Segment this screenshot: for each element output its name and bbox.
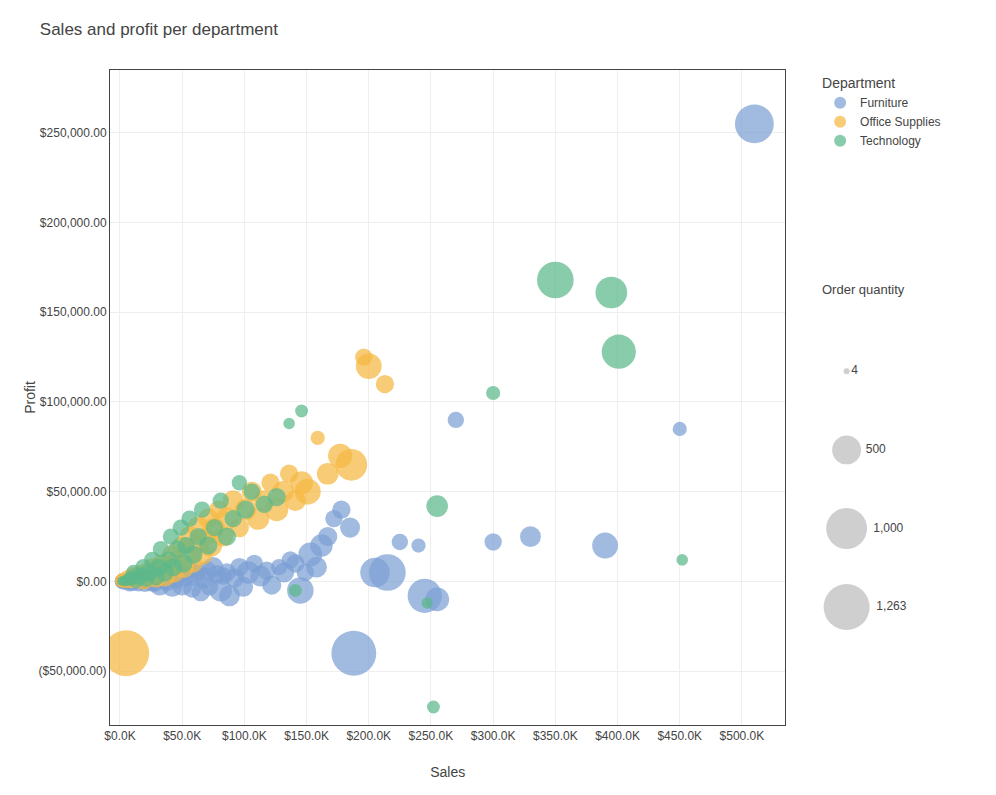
svg-text:($50,000.00): ($50,000.00) — [39, 664, 107, 678]
svg-text:Technology: Technology — [860, 134, 921, 148]
svg-text:$100,000.00: $100,000.00 — [40, 395, 107, 409]
svg-text:Order quantity: Order quantity — [822, 282, 905, 297]
svg-text:$350.0K: $350.0K — [533, 729, 578, 743]
svg-text:4: 4 — [851, 363, 858, 377]
svg-text:Department: Department — [822, 75, 895, 91]
svg-text:$0.0K: $0.0K — [104, 729, 135, 743]
svg-text:$300.0K: $300.0K — [471, 729, 516, 743]
svg-text:$500.0K: $500.0K — [720, 729, 765, 743]
svg-text:$250,000.00: $250,000.00 — [40, 126, 107, 140]
svg-text:$400.0K: $400.0K — [595, 729, 640, 743]
svg-text:$50,000.00: $50,000.00 — [47, 485, 107, 499]
svg-text:$200.0K: $200.0K — [346, 729, 391, 743]
svg-text:$450.0K: $450.0K — [657, 729, 702, 743]
svg-text:$150,000.00: $150,000.00 — [40, 305, 107, 319]
svg-text:Profit: Profit — [22, 381, 38, 414]
svg-text:Furniture: Furniture — [860, 96, 908, 110]
svg-text:Sales: Sales — [430, 764, 465, 780]
svg-text:$100.0K: $100.0K — [222, 729, 267, 743]
svg-text:$50.0K: $50.0K — [163, 729, 201, 743]
svg-text:$250.0K: $250.0K — [409, 729, 454, 743]
svg-text:1,000: 1,000 — [873, 521, 903, 535]
svg-text:1,263: 1,263 — [876, 599, 906, 613]
svg-text:500: 500 — [866, 442, 886, 456]
svg-text:$200,000.00: $200,000.00 — [40, 216, 107, 230]
svg-text:$0.00: $0.00 — [77, 575, 107, 589]
svg-text:Sales and profit per departmen: Sales and profit per department — [40, 20, 278, 39]
svg-text:$150.0K: $150.0K — [284, 729, 329, 743]
svg-text:Office Supplies: Office Supplies — [860, 115, 941, 129]
